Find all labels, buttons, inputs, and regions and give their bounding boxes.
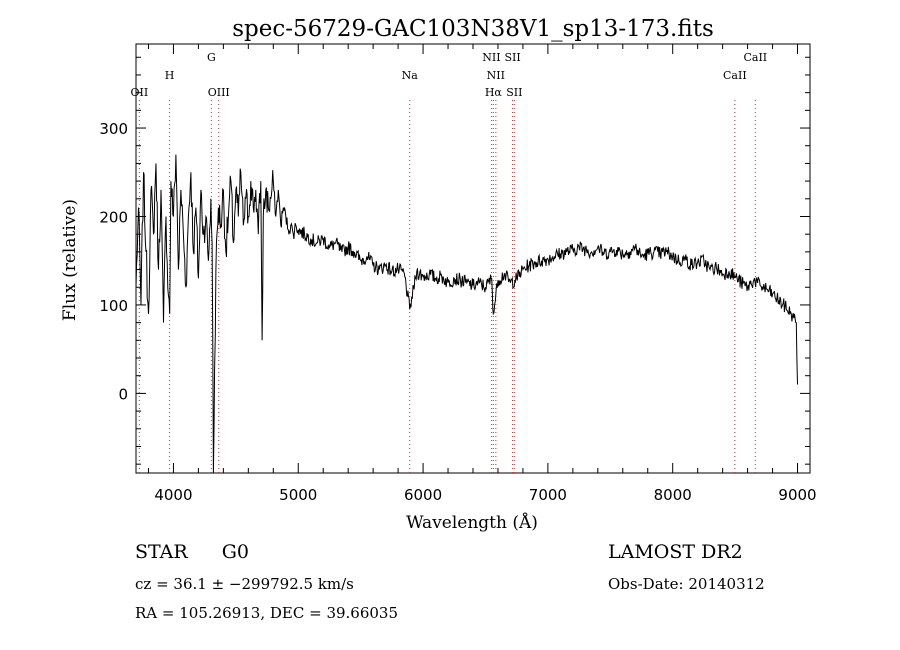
line-marker-label: NII <box>487 69 505 82</box>
line-marker-label: SII <box>504 51 520 64</box>
x-tick-label: 9000 <box>778 486 816 504</box>
line-marker-label: Na <box>402 69 419 82</box>
x-tick-label: 4000 <box>154 486 192 504</box>
y-tick-label: 100 <box>99 297 128 315</box>
line-marker-label: SII <box>506 86 522 99</box>
line-marker-label: CaII <box>723 69 747 82</box>
line-marker-label: NII <box>482 51 500 64</box>
line-marker-label: H <box>165 69 175 82</box>
redshift-line: cz = 36.1 ± −299792.5 km/s <box>135 575 354 593</box>
spectrum-line <box>135 154 798 474</box>
obs-date: Obs-Date: 20140312 <box>608 575 765 593</box>
y-tick-label: 300 <box>99 120 128 138</box>
line-marker-label: CaII <box>743 51 767 64</box>
line-marker-label: OII <box>131 86 149 99</box>
survey-label: LAMOST DR2 <box>608 541 743 563</box>
object-class-label: STAR <box>135 541 188 563</box>
x-axis-label: Wavelength (Å) <box>406 512 538 533</box>
chart-title: spec-56729-GAC103N38V1_sp13-173.fits <box>232 16 714 42</box>
y-tick-label: 200 <box>99 208 128 226</box>
x-tick-label: 7000 <box>529 486 567 504</box>
y-axis-label: Flux (relative) <box>60 199 80 321</box>
coordinates: RA = 105.26913, DEC = 39.66035 <box>135 604 399 622</box>
line-marker-label: Hα <box>485 86 503 99</box>
object-class: STAR G0 <box>135 541 249 563</box>
line-marker-label: G <box>207 51 216 64</box>
object-subclass: G0 <box>221 541 249 563</box>
y-tick-label: 0 <box>118 385 128 403</box>
x-tick-label: 6000 <box>404 486 442 504</box>
x-tick-label: 8000 <box>654 486 692 504</box>
x-tick-label: 5000 <box>279 486 317 504</box>
plot-frame <box>135 43 811 474</box>
line-marker-label: OIII <box>208 86 230 99</box>
